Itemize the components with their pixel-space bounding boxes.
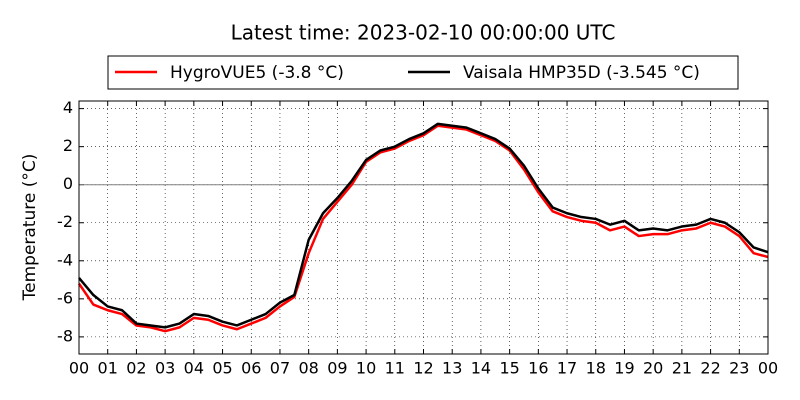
x-tick-label: 05 bbox=[212, 359, 232, 378]
x-tick-label: 23 bbox=[729, 359, 749, 378]
x-tick-label: 22 bbox=[700, 359, 720, 378]
x-tick-label: 09 bbox=[327, 359, 347, 378]
x-tick-label: 07 bbox=[270, 359, 290, 378]
x-tick-label: 17 bbox=[557, 359, 577, 378]
y-axis-label: Temperature (°C) bbox=[20, 154, 40, 302]
x-tick-label: 01 bbox=[98, 359, 118, 378]
y-tick-label: 2 bbox=[63, 136, 73, 155]
y-tick-label: -2 bbox=[57, 212, 73, 231]
x-tick-label: 12 bbox=[413, 359, 433, 378]
y-tick-label: -8 bbox=[57, 326, 73, 345]
x-tick-label: 11 bbox=[385, 359, 405, 378]
x-tick-label: 20 bbox=[643, 359, 663, 378]
y-tick-label: 0 bbox=[63, 174, 73, 193]
x-tick-label: 00 bbox=[758, 359, 778, 378]
x-tick-label: 16 bbox=[528, 359, 548, 378]
x-tick-label: 04 bbox=[184, 359, 204, 378]
x-tick-label: 18 bbox=[586, 359, 606, 378]
x-tick-label: 15 bbox=[499, 359, 519, 378]
x-tick-label: 00 bbox=[69, 359, 89, 378]
x-tick-label: 08 bbox=[298, 359, 318, 378]
x-tick-label: 13 bbox=[442, 359, 462, 378]
y-tick-label: -4 bbox=[57, 250, 73, 269]
y-tick-label: -6 bbox=[57, 288, 73, 307]
x-tick-label: 03 bbox=[155, 359, 175, 378]
legend-label: HygroVUE5 (-3.8 °C) bbox=[170, 63, 344, 83]
x-tick-label: 06 bbox=[241, 359, 261, 378]
y-tick-label: 4 bbox=[63, 98, 73, 117]
x-tick-label: 10 bbox=[356, 359, 376, 378]
plot-frame bbox=[78, 100, 769, 355]
chart-title: Latest time: 2023-02-10 00:00:00 UTC bbox=[231, 21, 616, 45]
x-tick-label: 14 bbox=[471, 359, 491, 378]
series-line bbox=[77, 124, 769, 333]
x-tick-label: 02 bbox=[126, 359, 146, 378]
x-tick-label: 19 bbox=[614, 359, 634, 378]
x-tick-label: 21 bbox=[672, 359, 692, 378]
series-line bbox=[78, 122, 769, 329]
legend-label: Vaisala HMP35D (-3.545 °C) bbox=[463, 63, 700, 83]
